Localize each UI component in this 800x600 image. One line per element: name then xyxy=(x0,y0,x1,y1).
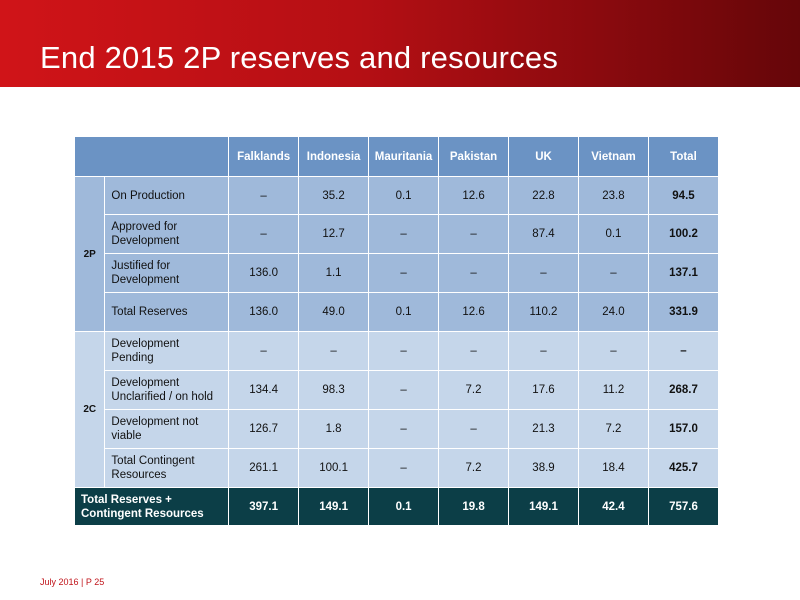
cell: – xyxy=(508,331,579,371)
cell: 7.2 xyxy=(577,409,649,449)
cell: 12.7 xyxy=(298,214,370,254)
cell: – xyxy=(577,331,649,371)
cell: 0.1 xyxy=(577,214,649,254)
cell: 136.0 xyxy=(228,292,300,332)
col-header: Total xyxy=(647,136,720,177)
header-blank xyxy=(73,136,230,177)
cell: – xyxy=(438,214,510,254)
table-row: Development Unclarified / on hold 134.4 … xyxy=(75,370,720,410)
cell: 24.0 xyxy=(577,292,649,332)
row-label: Development not viable xyxy=(104,409,230,449)
group-label-2p: 2P xyxy=(73,176,106,332)
cell: 49.0 xyxy=(298,292,370,332)
cell: – xyxy=(508,253,579,293)
table-header-row: Falklands Indonesia Mauritania Pakistan … xyxy=(73,136,720,177)
row-label: Approved for Development xyxy=(104,214,230,254)
cell: 12.6 xyxy=(438,176,510,215)
total-cell: – xyxy=(647,331,720,371)
cell: 38.9 xyxy=(508,448,579,488)
cell: 757.6 xyxy=(647,487,720,526)
cell: – xyxy=(228,176,300,215)
cell: – xyxy=(577,253,649,293)
cell: 35.2 xyxy=(298,176,370,215)
cell: – xyxy=(438,409,510,449)
cell: – xyxy=(368,214,440,254)
row-label: On Production xyxy=(104,176,230,215)
cell: 19.8 xyxy=(438,487,510,526)
footer-page-info: July 2016 | P 25 xyxy=(40,577,105,587)
cell: 23.8 xyxy=(577,176,649,215)
cell: 149.1 xyxy=(508,487,579,526)
title-banner xyxy=(0,0,800,87)
cell: 261.1 xyxy=(228,448,300,488)
cell: 134.4 xyxy=(228,370,300,410)
cell: 149.1 xyxy=(298,487,370,526)
cell: 110.2 xyxy=(508,292,579,332)
cell: 1.8 xyxy=(298,409,370,449)
cell: 18.4 xyxy=(577,448,649,488)
cell: 17.6 xyxy=(508,370,579,410)
total-cell: 157.0 xyxy=(647,409,720,449)
cell: 397.1 xyxy=(228,487,300,526)
cell: – xyxy=(368,331,440,371)
cell: – xyxy=(228,331,300,371)
cell: – xyxy=(368,409,440,449)
cell: – xyxy=(368,253,440,293)
col-header: Falklands xyxy=(228,136,300,177)
cell: 22.8 xyxy=(508,176,579,215)
cell: 98.3 xyxy=(298,370,370,410)
cell: 0.1 xyxy=(368,292,440,332)
cell: 21.3 xyxy=(508,409,579,449)
cell: 12.6 xyxy=(438,292,510,332)
cell: – xyxy=(368,370,440,410)
table-row: Development not viable 126.7 1.8 – – 21.… xyxy=(75,409,720,449)
table-row: 2C Development Pending – – – – – – – xyxy=(73,331,720,488)
cell: – xyxy=(438,331,510,371)
total-cell: 331.9 xyxy=(647,292,720,332)
cell: 100.1 xyxy=(298,448,370,488)
col-header: Mauritania xyxy=(368,136,440,177)
total-cell: 94.5 xyxy=(647,176,720,215)
cell: 0.1 xyxy=(368,176,440,215)
total-cell: 100.2 xyxy=(647,214,720,254)
cell: 126.7 xyxy=(228,409,300,449)
row-label: Development Unclarified / on hold xyxy=(104,370,230,410)
table-row: Approved for Development – 12.7 – – 87.4… xyxy=(75,214,720,254)
cell: 1.1 xyxy=(298,253,370,293)
cell: 0.1 xyxy=(368,487,440,526)
cell: – xyxy=(438,253,510,293)
total-cell: 425.7 xyxy=(647,448,720,488)
cell: – xyxy=(228,214,300,254)
table-row: 2P On Production – 35.2 0.1 12.6 22.8 23… xyxy=(73,176,720,332)
page-title: End 2015 2P reserves and resources xyxy=(40,40,559,75)
col-header: Pakistan xyxy=(438,136,510,177)
group-label-2c: 2C xyxy=(73,331,106,488)
cell: 136.0 xyxy=(228,253,300,293)
cell: 87.4 xyxy=(508,214,579,254)
cell: 11.2 xyxy=(577,370,649,410)
grand-total-row: Total Reserves + Contingent Resources 39… xyxy=(73,487,720,526)
col-header: Indonesia xyxy=(298,136,370,177)
cell: – xyxy=(368,448,440,488)
reserves-table: Falklands Indonesia Mauritania Pakistan … xyxy=(73,136,720,526)
row-label: Development Pending xyxy=(104,331,230,371)
row-label: Total Contingent Resources xyxy=(104,448,230,488)
cell: 7.2 xyxy=(438,448,510,488)
total-cell: 137.1 xyxy=(647,253,720,293)
grand-total-label: Total Reserves + Contingent Resources xyxy=(73,487,230,526)
table-row: Total Reserves 136.0 49.0 0.1 12.6 110.2… xyxy=(75,292,720,332)
table-row: Justified for Development 136.0 1.1 – – … xyxy=(75,253,720,293)
cell: – xyxy=(298,331,370,371)
col-header: UK xyxy=(508,136,579,177)
total-cell: 268.7 xyxy=(647,370,720,410)
row-label: Justified for Development xyxy=(104,253,230,293)
row-label: Total Reserves xyxy=(104,292,230,332)
cell: 7.2 xyxy=(438,370,510,410)
cell: 42.4 xyxy=(577,487,649,526)
table-row: Total Contingent Resources 261.1 100.1 –… xyxy=(75,448,720,488)
col-header: Vietnam xyxy=(577,136,649,177)
